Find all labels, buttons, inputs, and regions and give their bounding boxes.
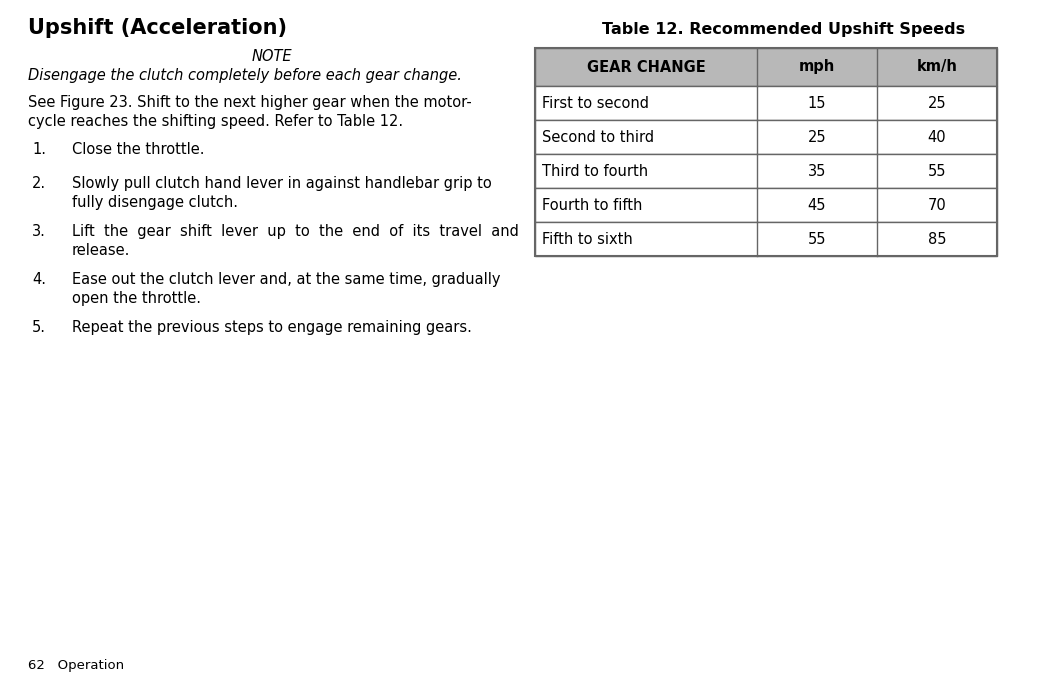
- Text: Slowly pull clutch hand lever in against handlebar grip to: Slowly pull clutch hand lever in against…: [72, 176, 491, 191]
- Text: Fifth to sixth: Fifth to sixth: [542, 231, 633, 246]
- Text: First to second: First to second: [542, 95, 649, 110]
- Text: See Figure 23. Shift to the next higher gear when the motor-: See Figure 23. Shift to the next higher …: [28, 95, 471, 110]
- Bar: [536, 222, 998, 256]
- Bar: [536, 86, 998, 120]
- Bar: [536, 154, 998, 188]
- Text: km/h: km/h: [917, 60, 958, 75]
- Text: fully disengage clutch.: fully disengage clutch.: [72, 195, 238, 210]
- Text: 40: 40: [928, 130, 946, 145]
- Text: 70: 70: [927, 198, 946, 213]
- Text: 3.: 3.: [32, 224, 46, 239]
- Text: 35: 35: [807, 163, 826, 178]
- Text: Third to fourth: Third to fourth: [542, 163, 648, 178]
- Text: 4.: 4.: [32, 272, 46, 287]
- Text: release.: release.: [72, 243, 130, 258]
- Text: 85: 85: [928, 231, 946, 246]
- Text: GEAR CHANGE: GEAR CHANGE: [587, 60, 706, 75]
- Text: 45: 45: [807, 198, 826, 213]
- Text: Second to third: Second to third: [542, 130, 654, 145]
- Text: Disengage the clutch completely before each gear change.: Disengage the clutch completely before e…: [28, 68, 462, 83]
- Text: Lift  the  gear  shift  lever  up  to  the  end  of  its  travel  and: Lift the gear shift lever up to the end …: [72, 224, 519, 239]
- Text: cycle reaches the shifting speed. Refer to Table 12.: cycle reaches the shifting speed. Refer …: [28, 114, 403, 129]
- Text: 55: 55: [807, 231, 826, 246]
- Text: Upshift (Acceleration): Upshift (Acceleration): [28, 18, 287, 38]
- Text: Table 12. Recommended Upshift Speeds: Table 12. Recommended Upshift Speeds: [602, 22, 965, 37]
- Text: 2.: 2.: [32, 176, 46, 191]
- Bar: [536, 48, 998, 86]
- Text: open the throttle.: open the throttle.: [72, 291, 201, 306]
- Bar: [536, 188, 998, 222]
- Text: 25: 25: [928, 95, 946, 110]
- Text: Close the throttle.: Close the throttle.: [72, 142, 205, 157]
- Text: 62   Operation: 62 Operation: [28, 659, 124, 672]
- Text: 55: 55: [928, 163, 946, 178]
- Text: Ease out the clutch lever and, at the same time, gradually: Ease out the clutch lever and, at the sa…: [72, 272, 501, 287]
- Text: NOTE: NOTE: [251, 49, 292, 64]
- Text: 1.: 1.: [32, 142, 46, 157]
- Text: 15: 15: [807, 95, 826, 110]
- Text: mph: mph: [799, 60, 835, 75]
- Bar: [536, 120, 998, 154]
- Bar: [536, 48, 998, 256]
- Text: 5.: 5.: [32, 320, 46, 335]
- Text: Repeat the previous steps to engage remaining gears.: Repeat the previous steps to engage rema…: [72, 320, 471, 335]
- Text: Fourth to fifth: Fourth to fifth: [542, 198, 643, 213]
- Text: 25: 25: [807, 130, 826, 145]
